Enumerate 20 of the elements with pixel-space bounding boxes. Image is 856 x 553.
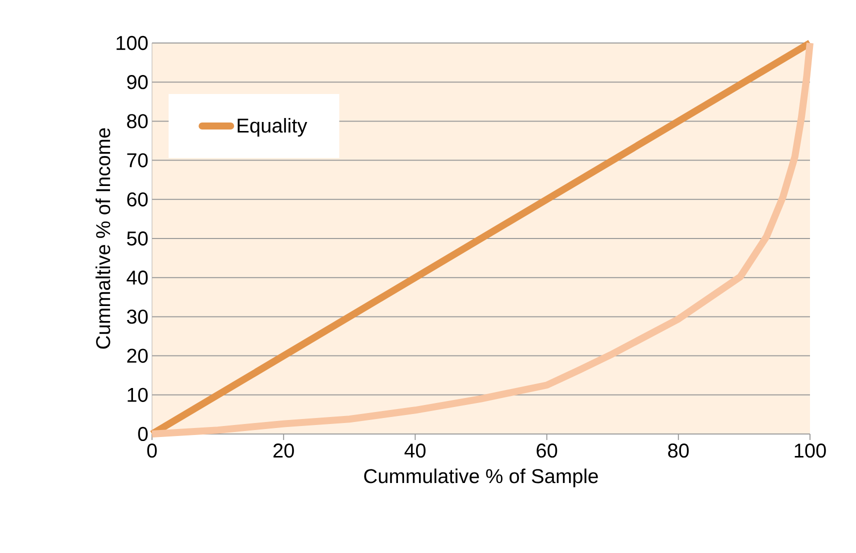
y-tick-label: 100 xyxy=(116,36,148,50)
x-tick-label: 40 xyxy=(404,444,426,458)
x-axis-title: Cummulative % of Sample xyxy=(364,468,598,488)
y-tick-label: 10 xyxy=(128,388,148,402)
legend-label: Equality xyxy=(238,118,308,137)
y-tick-label: 50 xyxy=(127,231,148,246)
y-axis-title: Cummaltive % of Income xyxy=(96,128,110,349)
x-tick-label: 20 xyxy=(273,444,294,458)
y-tick-label: 60 xyxy=(127,192,148,206)
y-tick-label: 0 xyxy=(138,426,148,442)
x-tick-label: 100 xyxy=(794,444,826,458)
y-tick-label: 80 xyxy=(127,114,148,128)
x-tick-label: 0 xyxy=(147,444,157,458)
y-tick-label: 70 xyxy=(127,153,148,168)
y-tick-label: 30 xyxy=(126,310,148,324)
x-tick-label: 60 xyxy=(536,444,558,458)
y-tick-label: 20 xyxy=(127,348,148,363)
x-tick-label: 80 xyxy=(668,444,689,458)
y-tick-label: 40 xyxy=(126,270,148,285)
y-tick-label: 90 xyxy=(127,75,148,90)
